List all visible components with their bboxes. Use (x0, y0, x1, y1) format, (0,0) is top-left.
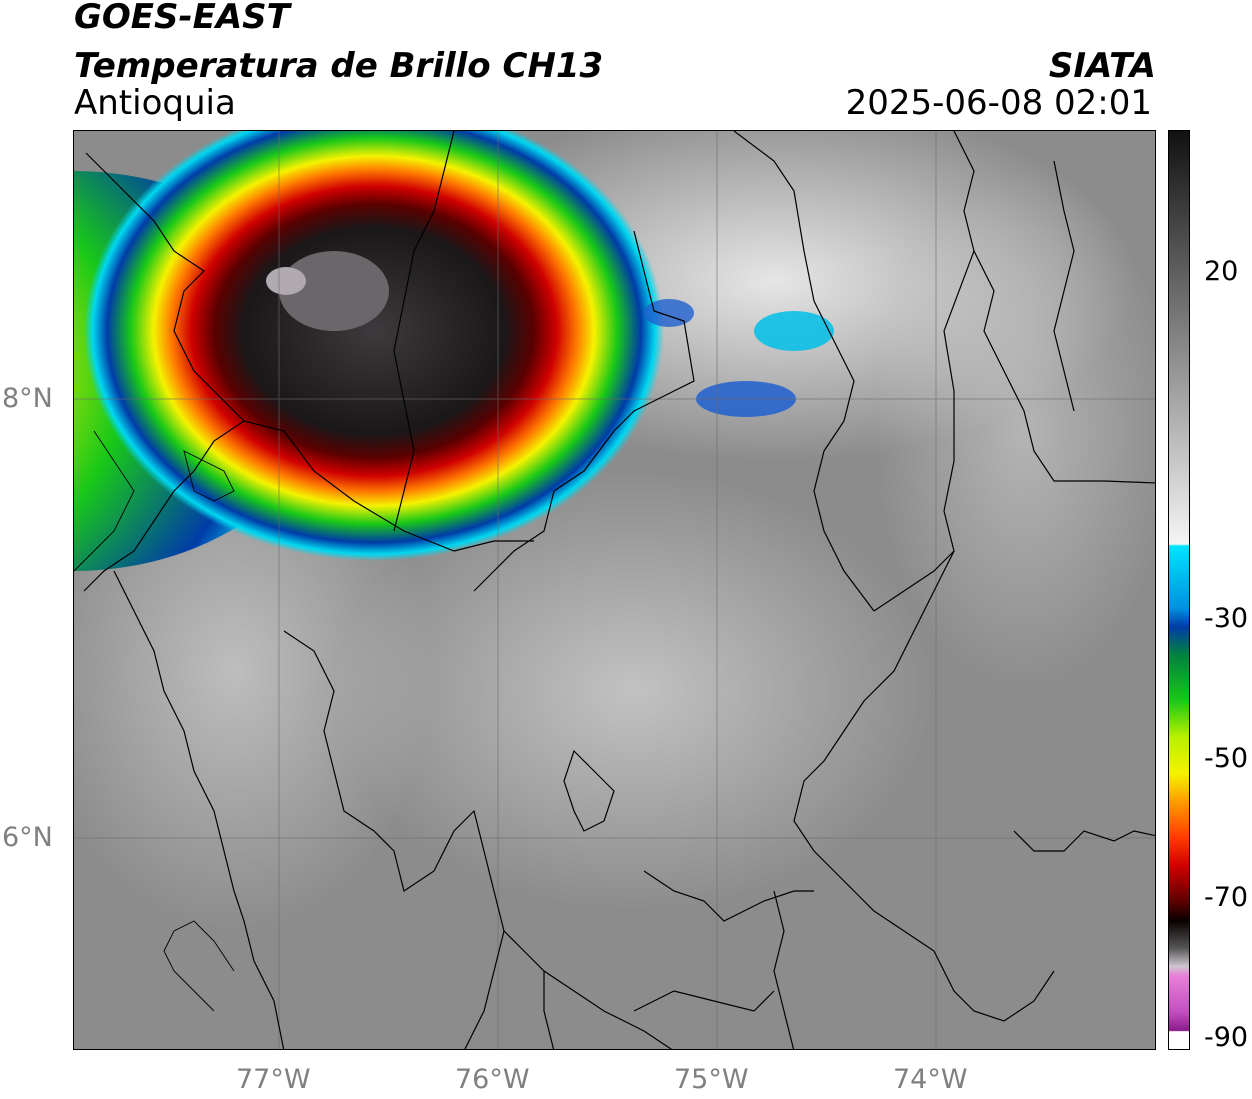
storm-cluster (84, 131, 664, 561)
region-label: Antioquia (74, 83, 236, 123)
temperature-colorbar (1168, 130, 1190, 1050)
lon-label-76w: 76°W (455, 1064, 530, 1095)
storm-core-top (279, 251, 389, 331)
product-title: Temperatura de Brillo CH13 (74, 46, 604, 86)
lat-label-8n: 8°N (2, 383, 53, 414)
graticule (74, 131, 1155, 1049)
colorbar-svg (1169, 131, 1189, 1049)
admin-boundaries (83, 131, 1155, 1049)
colorbar-tick-20: 20 (1204, 256, 1239, 287)
colorbar-tick-minus70: -70 (1204, 882, 1249, 913)
storm-core-peak (266, 267, 306, 295)
colorbar-tick-minus30: -30 (1204, 603, 1249, 634)
lat-label-6n: 6°N (2, 822, 53, 853)
agency-label: SIATA (1048, 46, 1156, 86)
colorbar-tick-minus50: -50 (1204, 743, 1249, 774)
colorbar-fill (1169, 131, 1189, 1049)
map-svg (74, 131, 1155, 1049)
satellite-map[interactable] (73, 130, 1156, 1050)
lon-label-74w: 74°W (893, 1064, 968, 1095)
colorbar-tick-minus90: -90 (1204, 1022, 1249, 1053)
datetime-label: 2025-06-08 02:01 (845, 83, 1152, 123)
coastline (74, 430, 235, 1012)
lon-label-77w: 77°W (236, 1064, 311, 1095)
east-cold-patch-2 (754, 311, 834, 351)
lon-label-75w: 75°W (674, 1064, 749, 1095)
satellite-title: GOES-EAST (74, 0, 290, 37)
